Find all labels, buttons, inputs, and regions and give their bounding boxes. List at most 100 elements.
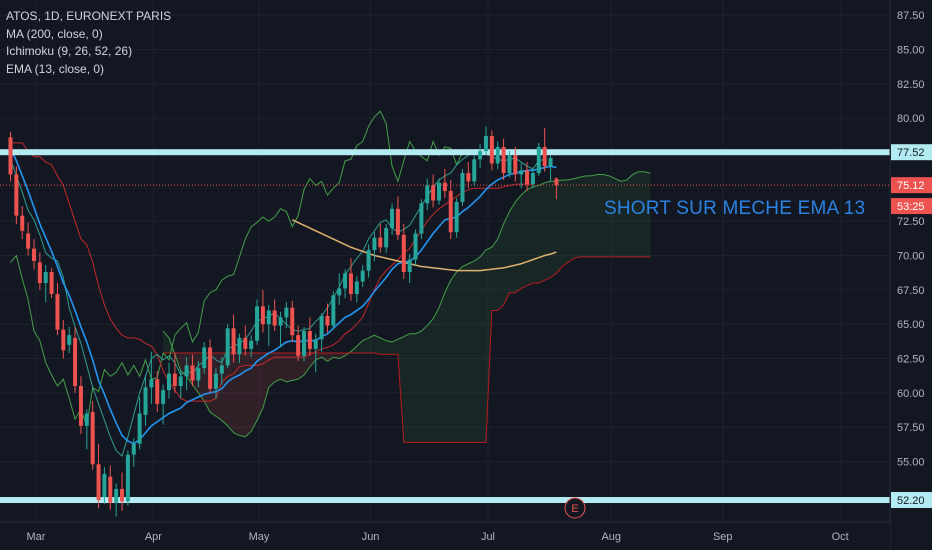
candle-body (302, 331, 306, 356)
price-axis[interactable] (890, 0, 932, 550)
candle-body (131, 443, 136, 455)
time-tick-label: Oct (832, 531, 849, 543)
candle-body (161, 390, 166, 404)
candle-body (354, 281, 359, 294)
candle-body (149, 379, 154, 388)
candle-body (84, 413, 89, 426)
candle-body (530, 173, 535, 185)
candle-body (378, 237, 383, 248)
candle-body (55, 293, 60, 330)
price-badge-text: 75.12 (897, 180, 925, 192)
candle-body (166, 373, 171, 391)
candle-body (243, 337, 248, 349)
candle-body (413, 233, 418, 260)
candle-body (542, 146, 547, 167)
candle-body (472, 159, 477, 182)
candle-body (525, 170, 530, 185)
candle-body (120, 489, 125, 502)
candle-body (272, 310, 277, 326)
candle-body (213, 373, 218, 389)
candle-body (155, 379, 160, 404)
price-badge (891, 177, 932, 194)
price-badge-text: 53:25 (897, 201, 925, 213)
cloud-bullish (350, 171, 651, 443)
cloud-bearish (174, 351, 351, 437)
candle-body (219, 365, 224, 374)
candle-body (14, 174, 19, 216)
candle-body (78, 386, 83, 426)
price-ticks: 87.50 85.00 82.50 80.00 72.50 70.00 67.50 65.00… (897, 10, 925, 468)
candle-body (49, 271, 54, 294)
candle-body (208, 347, 213, 389)
candle-body (8, 137, 13, 175)
price-labels: 77.52 75.12 53:25 52.20 (891, 144, 932, 509)
support-resistance-level (0, 149, 890, 156)
candle-body (407, 259, 412, 272)
candle-body (442, 182, 447, 191)
earnings-marker[interactable]: E (564, 497, 586, 519)
candle-body (96, 464, 101, 501)
candle-body (20, 215, 25, 231)
support-resistance-level (0, 497, 890, 504)
candle-body (307, 331, 312, 349)
candle-body (102, 473, 107, 498)
candle-body (337, 288, 342, 296)
time-tick-label: Aug (601, 531, 621, 543)
price-tick-label: 85.00 (897, 44, 925, 56)
candle-body (225, 328, 230, 366)
candle-body (278, 317, 283, 326)
candle-body (495, 146, 500, 164)
indicator-lines (9, 110, 651, 457)
ichimoku-indicator-label[interactable]: Ichimoku (9, 26, 52, 26) (6, 44, 133, 58)
time-tick-label: Mar (27, 531, 46, 543)
time-ticks: Mar Apr May Jun Jul Aug Sep Oct (27, 531, 849, 543)
candle-body (178, 376, 183, 387)
candle-body (290, 307, 295, 336)
price-tick-label: 72.50 (897, 216, 925, 228)
candle-body (26, 233, 31, 249)
price-badge (891, 492, 932, 509)
candle-body (37, 262, 42, 283)
price-badge-text: 77.52 (897, 147, 925, 159)
senkou-span-a-line (162, 171, 651, 438)
candle-body (325, 315, 330, 326)
candle-body (366, 250, 371, 271)
candle-body (284, 307, 289, 318)
price-tick-label: 55.00 (897, 457, 925, 469)
candle-body (260, 306, 265, 325)
candle-body (360, 270, 365, 282)
candle-body (90, 412, 95, 465)
candle-body (43, 271, 48, 283)
candle-body (431, 185, 436, 201)
candle-body (343, 273, 348, 289)
candle-body (448, 190, 453, 233)
candle-body (125, 454, 130, 502)
candle-body (548, 157, 553, 167)
trade-annotation[interactable]: SHORT SUR MECHE EMA 13 (604, 198, 866, 219)
earnings-letter: E (571, 503, 578, 515)
symbol-label[interactable]: ATOS, 1D, EURONEXT PARIS (6, 9, 172, 23)
price-tick-label: 62.50 (897, 354, 925, 366)
ma-indicator-label[interactable]: MA (200, close, 0) (6, 26, 103, 41)
time-axis[interactable] (0, 522, 890, 550)
candle-body (425, 185, 430, 204)
price-tick-label: 67.50 (897, 285, 925, 297)
candle-body (202, 347, 207, 369)
time-tick-label: May (249, 531, 270, 543)
candle-body (172, 373, 177, 387)
time-tick-label: Sep (713, 531, 733, 543)
ema-indicator-label[interactable]: EMA (13, close, 0) (6, 61, 105, 76)
price-tick-label: 82.50 (897, 79, 925, 91)
candle-body (266, 310, 271, 325)
ma200-line (291, 219, 557, 272)
earnings-circle[interactable] (564, 497, 586, 519)
chart-legend: ATOS, 1D, EURONEXT PARIS MA (200, close,… (6, 8, 171, 78)
price-tick-label: 80.00 (897, 113, 925, 125)
tenkan-sen-line (10, 150, 545, 457)
candle-body (501, 146, 506, 174)
candle-body (143, 387, 148, 415)
candle-body (454, 201, 459, 233)
